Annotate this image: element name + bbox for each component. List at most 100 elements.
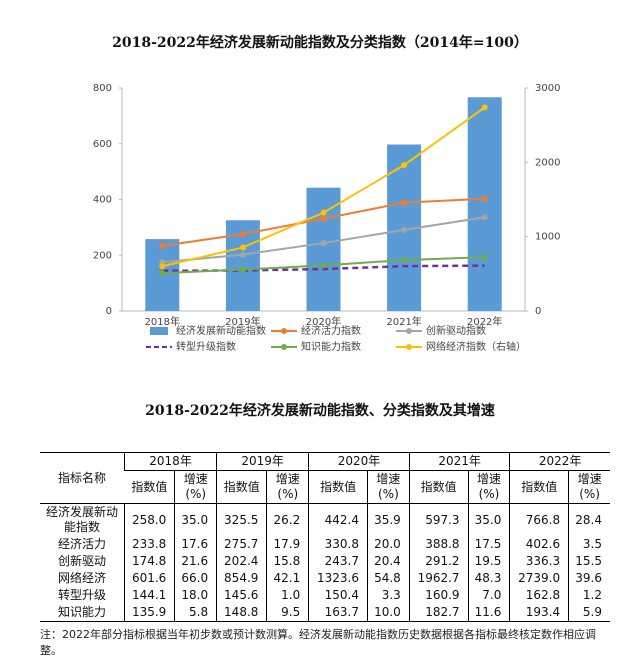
table-cell: 19.5: [467, 553, 510, 570]
table-cell: 创新驱动: [57, 554, 106, 568]
table-cell: 35.0: [467, 503, 510, 536]
table-cell: 2019年: [216, 452, 309, 471]
table-cell: 11.6: [467, 604, 510, 622]
table-row: 指数值 增速 (%) 指数值 增速 (%) 指数值 增速 (%) 指数值 增速 (%) 指数值增…: [40, 470, 610, 504]
table-cell: 20.4: [366, 553, 410, 570]
table-cell: 20.0: [366, 536, 410, 553]
marker: [239, 266, 246, 273]
table-cell: 17.9: [266, 536, 309, 553]
legend-label: 经济活力指数: [301, 324, 361, 337]
y2-tick-label: 3000: [535, 83, 560, 94]
table-row: 网络经济 601.6 66.0 854.9 42.1 1323.6 54.8 1962.7 48…: [40, 570, 610, 587]
chart-title: 2018-2022年经济发展新动能指数及分类指数（2014年=100）: [112, 35, 528, 51]
table-cell: 39.6: [568, 570, 610, 587]
table-cell: 增速 (%): [174, 470, 217, 504]
marker: [320, 240, 327, 247]
legend-label: 创新驱动指数: [426, 324, 486, 337]
table-cell: 2021年: [408, 452, 510, 471]
legend-swatch: [150, 327, 168, 335]
table-cell: 291.2: [408, 553, 469, 570]
marker: [239, 231, 246, 238]
table-cell: 330.8: [308, 536, 368, 553]
table-cell: 258.0: [123, 503, 175, 536]
table-cell: 9.5: [266, 604, 309, 622]
x-tick-label: 2021年: [386, 315, 421, 328]
marker: [401, 199, 408, 206]
table-cell: 160.9: [408, 587, 469, 604]
table-row: 知识能力 135.9 5.8 148.8 9.5 163.7 10.0 182.7 11.6 19…: [40, 604, 610, 622]
legend-marker: [406, 344, 412, 350]
table-cell: 15.8: [266, 553, 309, 570]
table-cell: 1962.7: [408, 570, 469, 587]
marker: [239, 244, 246, 251]
table-row: 创新驱动 174.8 21.6 202.4 15.8 243.7 20.4 291.2 19.5…: [40, 553, 610, 570]
table-cell: 3.3: [366, 587, 410, 604]
table-cell: 15.5: [568, 553, 610, 570]
table-cell: 26.2: [266, 503, 309, 536]
marker: [159, 263, 166, 270]
y2-tick-label: 0: [535, 306, 541, 317]
table-cell: 2739.0: [509, 570, 569, 587]
marker: [401, 226, 408, 233]
table-cell: 144.1: [123, 587, 175, 604]
bar: [306, 187, 341, 311]
table-cell: 135.9: [123, 604, 175, 622]
marker: [159, 270, 166, 277]
y2-tick-label: 2000: [535, 157, 560, 168]
marker: [481, 254, 488, 261]
marker: [401, 162, 408, 169]
table-cell: 1323.6: [308, 570, 368, 587]
legend-marker: [281, 344, 287, 350]
table-cell: 知识能力: [40, 604, 125, 622]
table-cell: 1.0: [266, 587, 309, 604]
table-cell: 指数值: [408, 470, 469, 504]
table-cell: 388.8: [408, 536, 469, 553]
marker: [239, 251, 246, 258]
table-cell: 21.6: [174, 553, 217, 570]
chart: 0 200 400 600 800 0 1000 2000 3000 2018年 2019年 2020…: [93, 83, 561, 353]
table-cell: 转型升级: [57, 588, 106, 602]
table-cell: 193.4: [509, 604, 569, 622]
table-cell: 66.0: [174, 570, 217, 587]
table-cell: 5.8: [174, 604, 217, 622]
legend-label: 经济发展新动能指数: [176, 324, 266, 337]
table-cell: 766.8: [509, 503, 569, 536]
table-cell: 17.5: [467, 536, 510, 553]
table-cell: 增速 (%): [266, 470, 309, 504]
marker: [481, 104, 488, 111]
table-cell: 2020年: [308, 452, 410, 471]
table-cell: 243.7: [308, 553, 368, 570]
table-cell: 174.8: [123, 553, 175, 570]
legend-marker: [406, 328, 412, 334]
table-cell: 150.4: [308, 587, 368, 604]
marker: [481, 214, 488, 221]
y-tick-label: 600: [93, 139, 112, 150]
y-tick-label: 200: [93, 250, 112, 261]
x-tick-label: 2019年: [225, 315, 260, 328]
table-cell: 162.8: [509, 587, 569, 604]
x-tick-label: 2022年: [467, 315, 502, 328]
table-cell: 7.0: [467, 587, 510, 604]
table-cell: 854.9: [216, 570, 267, 587]
table-cell: 442.4: [308, 503, 368, 536]
table-cell: 指标名称: [40, 452, 125, 504]
table-cell: 148.8: [216, 604, 267, 622]
note: 注：2022年部分指标根据当年初步数或预计数测算。经济发展新动能指数历史数据根据…: [40, 628, 596, 657]
bar: [467, 97, 502, 311]
data-table: 指标名称 2018年 2019年 2020年 2021年 2022年 指数值 增速 (%) 指数…: [40, 452, 610, 622]
table-cell: 35.9: [366, 503, 410, 536]
table-cell: 2018年: [123, 452, 217, 471]
table-cell: 28.4: [568, 503, 610, 536]
legend-marker: [281, 328, 287, 334]
table-cell: 指数值: [124, 470, 175, 504]
table-cell: 48.3: [467, 570, 510, 587]
table-cell: 35.0: [174, 503, 217, 536]
table-cell: 275.7: [216, 536, 267, 553]
table-row: 指标名称 2018年 2019年 2020年 2021年 2022年: [40, 452, 610, 504]
marker: [481, 195, 488, 202]
y-tick-label: 0: [106, 306, 112, 317]
table-cell: 3.5: [568, 536, 610, 553]
y-tick-label: 800: [93, 83, 112, 94]
table-cell: 网络经济: [57, 571, 106, 585]
